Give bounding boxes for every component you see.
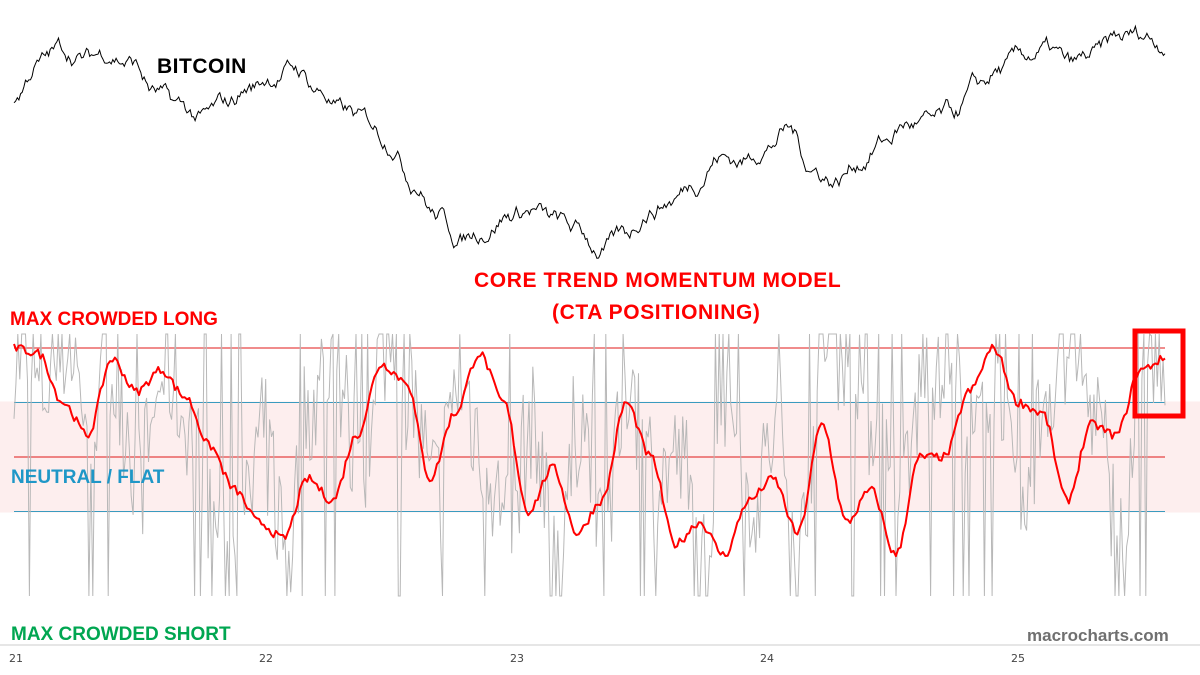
x-tick-label: 25 bbox=[1011, 652, 1025, 665]
momentum-line bbox=[13, 343, 1166, 558]
bitcoin-price-line bbox=[13, 24, 1166, 259]
watermark: macrocharts.com bbox=[1027, 626, 1169, 645]
bitcoin-label: BITCOIN bbox=[157, 55, 247, 78]
max-crowded-long-label: MAX CROWDED LONG bbox=[10, 309, 218, 330]
x-tick-label: 23 bbox=[510, 652, 524, 665]
x-tick-label: 21 bbox=[9, 652, 23, 665]
momentum-series bbox=[13, 343, 1166, 558]
neutral-flat-label: NEUTRAL / FLAT bbox=[11, 467, 165, 488]
raw-signal-series bbox=[13, 332, 1166, 597]
x-tick-label: 22 bbox=[259, 652, 273, 665]
x-tick-label: 24 bbox=[760, 652, 774, 665]
model-title: CORE TREND MOMENTUM MODEL bbox=[474, 269, 842, 292]
highlight-box bbox=[1132, 328, 1186, 419]
max-crowded-short-label: MAX CROWDED SHORT bbox=[11, 624, 231, 645]
bitcoin-price-series bbox=[13, 24, 1166, 259]
raw-signal-line bbox=[13, 332, 1166, 597]
model-subtitle: (CTA POSITIONING) bbox=[552, 301, 761, 324]
